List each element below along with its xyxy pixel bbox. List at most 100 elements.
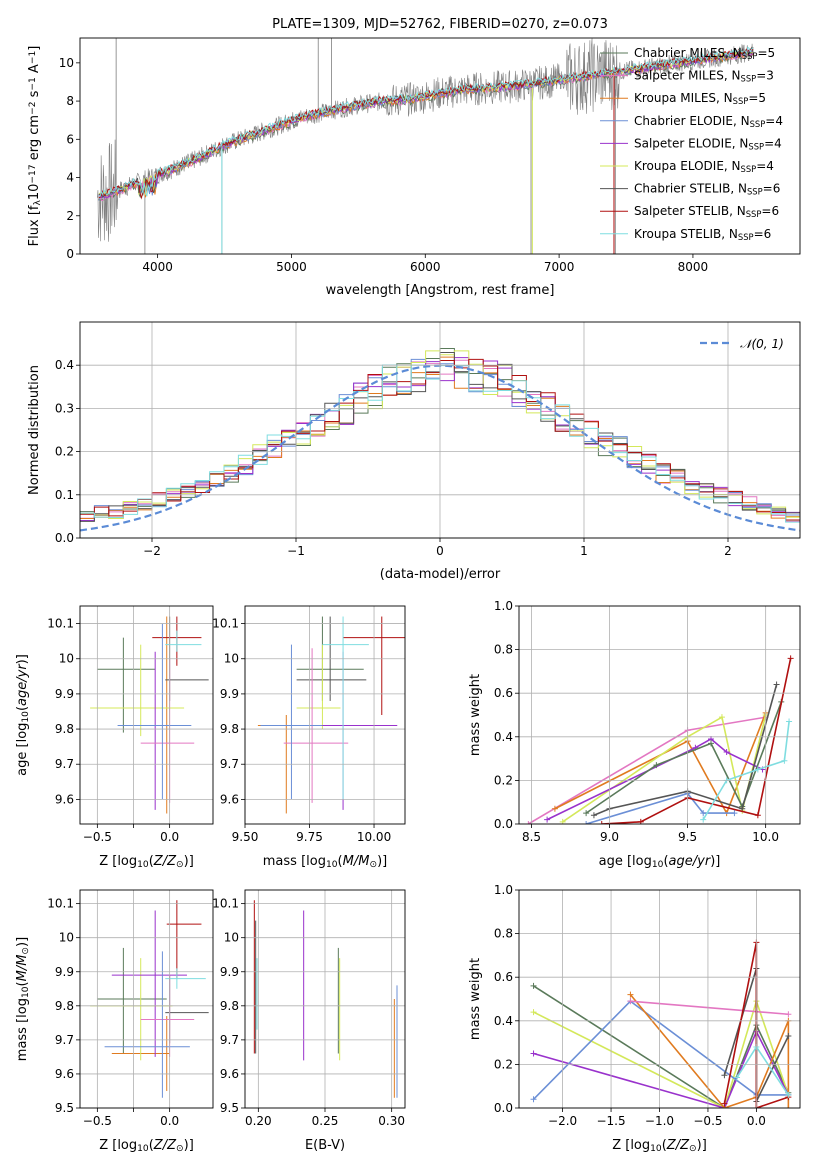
y-tick-label: 9.8: [220, 722, 239, 736]
point-marker: [721, 1100, 728, 1107]
y-tick-label: 0.1: [55, 488, 74, 502]
point-marker: [544, 816, 551, 823]
weight-line: [593, 684, 778, 817]
x-tick-label: −0.5: [83, 830, 112, 844]
y-tick-label: 8: [66, 94, 74, 108]
y-tick-label: 9.6: [55, 1067, 74, 1081]
axes-frame: [79, 889, 214, 1109]
legend-entry: Chabrier STELIB, NSSP=6: [634, 182, 780, 197]
x-axis-label: (data-model)/error: [380, 567, 501, 582]
x-tick-label: −1: [287, 544, 305, 558]
y-tick-label: 0.0: [494, 817, 513, 831]
panel-weight_vs_Z: −2.0 −1.5 −1.0 −0.5 0.0 0.0 0.2 0.4 0.6 0.8 1.0: [494, 883, 801, 1128]
x-tick-label: 0.0: [160, 830, 179, 844]
axes-frame: [79, 605, 214, 825]
y-tick-label: 2: [66, 209, 74, 223]
point-marker: [734, 1074, 741, 1081]
x-axis-label: mass [log10(M/M⊙)]: [263, 854, 387, 870]
plot-area: [97, 38, 754, 254]
y-tick-label: 9.5: [220, 1101, 239, 1115]
histogram-step: [80, 347, 800, 522]
y-tick-label: 0.0: [494, 1101, 513, 1115]
y-tick-label: 10.1: [212, 897, 239, 911]
x-tick-label: 0.0: [160, 1114, 179, 1128]
y-tick-label: 10: [224, 652, 239, 666]
legend-entry: Kroupa ELODIE, NSSP=4: [634, 159, 774, 174]
y-tick-label: 0.8: [494, 643, 513, 657]
point-marker: [583, 821, 590, 824]
plot-area: [525, 655, 794, 824]
axes-frame: [244, 605, 406, 825]
y-tick-label: 0.4: [494, 1014, 513, 1028]
axes-frame: [244, 889, 406, 1109]
x-axis-label: age [log10(age/yr)]: [599, 854, 721, 870]
y-axis-label: mass weight: [468, 674, 483, 756]
plot-area: [90, 900, 209, 1098]
plot-area: [80, 347, 800, 532]
y-tick-label: 10: [59, 56, 74, 70]
y-tick-label: 9.9: [55, 965, 74, 979]
point-marker: [773, 681, 780, 688]
axes-frame: [518, 889, 801, 1109]
weight-line: [585, 792, 735, 824]
x-tick-label: 1: [580, 544, 588, 558]
y-tick-label: 9.8: [55, 722, 74, 736]
y-axis-label: Flux [fλ10−17 erg cm−2 s−1 A−1]: [27, 46, 43, 247]
point-marker: [700, 816, 707, 823]
point-marker: [525, 821, 532, 824]
y-tick-label: 10: [224, 931, 239, 945]
point-marker: [781, 757, 788, 764]
legend-entry: Salpeter MILES, NSSP=3: [634, 69, 774, 84]
point-marker: [653, 762, 660, 769]
x-tick-label: −0.5: [693, 1114, 722, 1128]
model-fit: [98, 46, 754, 198]
axes-frame: [518, 605, 801, 825]
point-marker: [785, 1033, 792, 1040]
y-tick-label: 4: [66, 171, 74, 185]
legend: Chabrier MILES, NSSP=5 Salpeter MILES, NS…: [600, 46, 783, 242]
x-tick-label: 0.0: [747, 1114, 766, 1128]
x-tick-label: 0.30: [378, 1114, 405, 1128]
panel-weight_vs_age: 8.5 9.0 9.5 10.0 0.0 0.2 0.4 0.6 0.8 1.0: [494, 599, 801, 844]
y-tick-label: 0: [66, 247, 74, 261]
y-tick-label: 0.6: [494, 970, 513, 984]
panel-mass_vs_ebv: 0.20 0.25 0.30 9.5 9.6 9.7 9.8 9.9 10 10.1: [212, 889, 406, 1128]
y-tick-label: 0.2: [55, 445, 74, 459]
x-tick-label: 4000: [142, 260, 173, 274]
point-marker: [731, 810, 738, 817]
y-tick-label: 0.4: [55, 358, 74, 372]
point-marker: [590, 812, 597, 819]
point-marker: [598, 821, 605, 824]
y-tick-label: 10: [59, 652, 74, 666]
plot-area: [253, 900, 398, 1098]
y-axis-label: mass [log10(M/M⊙)]: [15, 937, 31, 1061]
y-tick-label: 9.8: [220, 999, 239, 1013]
x-tick-label: 9.5: [678, 830, 697, 844]
x-tick-label: 5000: [276, 260, 307, 274]
weight-line: [601, 658, 792, 824]
y-tick-label: 0.8: [494, 927, 513, 941]
x-tick-label: −2.0: [548, 1114, 577, 1128]
chart-title: PLATE=1309, MJD=52762, FIBERID=0270, z=0…: [272, 17, 608, 32]
point-marker: [627, 998, 634, 1005]
y-tick-label: 0.4: [494, 730, 513, 744]
panel-residual_hist: −2 −1 0 1 2 0.0 0.1 0.2 0.3 0.4: [55, 321, 801, 558]
point-marker: [787, 655, 794, 662]
point-marker: [723, 749, 730, 756]
y-tick-label: 9.7: [220, 757, 239, 771]
x-tick-label: 0.20: [245, 1114, 272, 1128]
y-tick-label: 6: [66, 132, 74, 146]
y-axis-label: mass weight: [468, 958, 483, 1040]
point-marker: [551, 805, 558, 812]
panel-age_vs_Z: −0.5 0.0 9.6 9.7 9.8 9.9 10 10.1: [47, 605, 214, 844]
y-tick-label: 9.6: [220, 1067, 239, 1081]
y-tick-label: 9.8: [55, 999, 74, 1013]
weight-line: [533, 998, 790, 1108]
y-tick-label: 9.7: [220, 1033, 239, 1047]
plot-area: [257, 616, 405, 814]
legend-entry: Salpeter STELIB, NSSP=6: [634, 204, 779, 219]
legend-entry: Chabrier MILES, NSSP=5: [634, 46, 775, 61]
y-axis-label: Normed distribution: [27, 365, 42, 495]
panel-age_vs_mass: 9.50 9.75 10.00 9.6 9.7 9.8 9.9 10 10.1: [212, 605, 406, 844]
x-tick-label: 7000: [544, 260, 575, 274]
